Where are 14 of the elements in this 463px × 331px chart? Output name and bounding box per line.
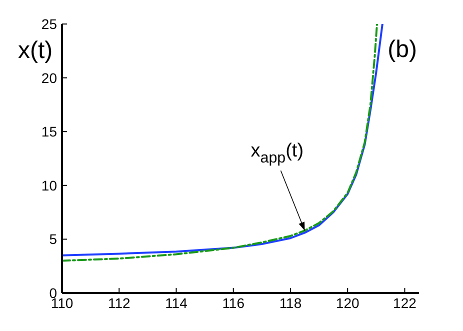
y-tick-label: 5 — [49, 231, 58, 248]
y-tick-label: 25 — [41, 16, 58, 32]
y-axis-title: x(t) — [18, 37, 53, 64]
y-tick-label: 15 — [41, 124, 58, 140]
x-tick-label: 122 — [393, 294, 417, 311]
annotation: x$_{app}$(t) — [250, 140, 304, 167]
x-tick-label: 114 — [165, 294, 188, 311]
x-tick-label: 120 — [336, 294, 360, 311]
x-tick-label: 116 — [222, 294, 245, 311]
x-tick-label: 118 — [279, 294, 302, 311]
y-tick-label: 10 — [41, 177, 58, 194]
y-tick-label: 20 — [41, 70, 58, 86]
x-tick-label: 112 — [108, 294, 130, 311]
annotation: (b) — [388, 36, 417, 63]
